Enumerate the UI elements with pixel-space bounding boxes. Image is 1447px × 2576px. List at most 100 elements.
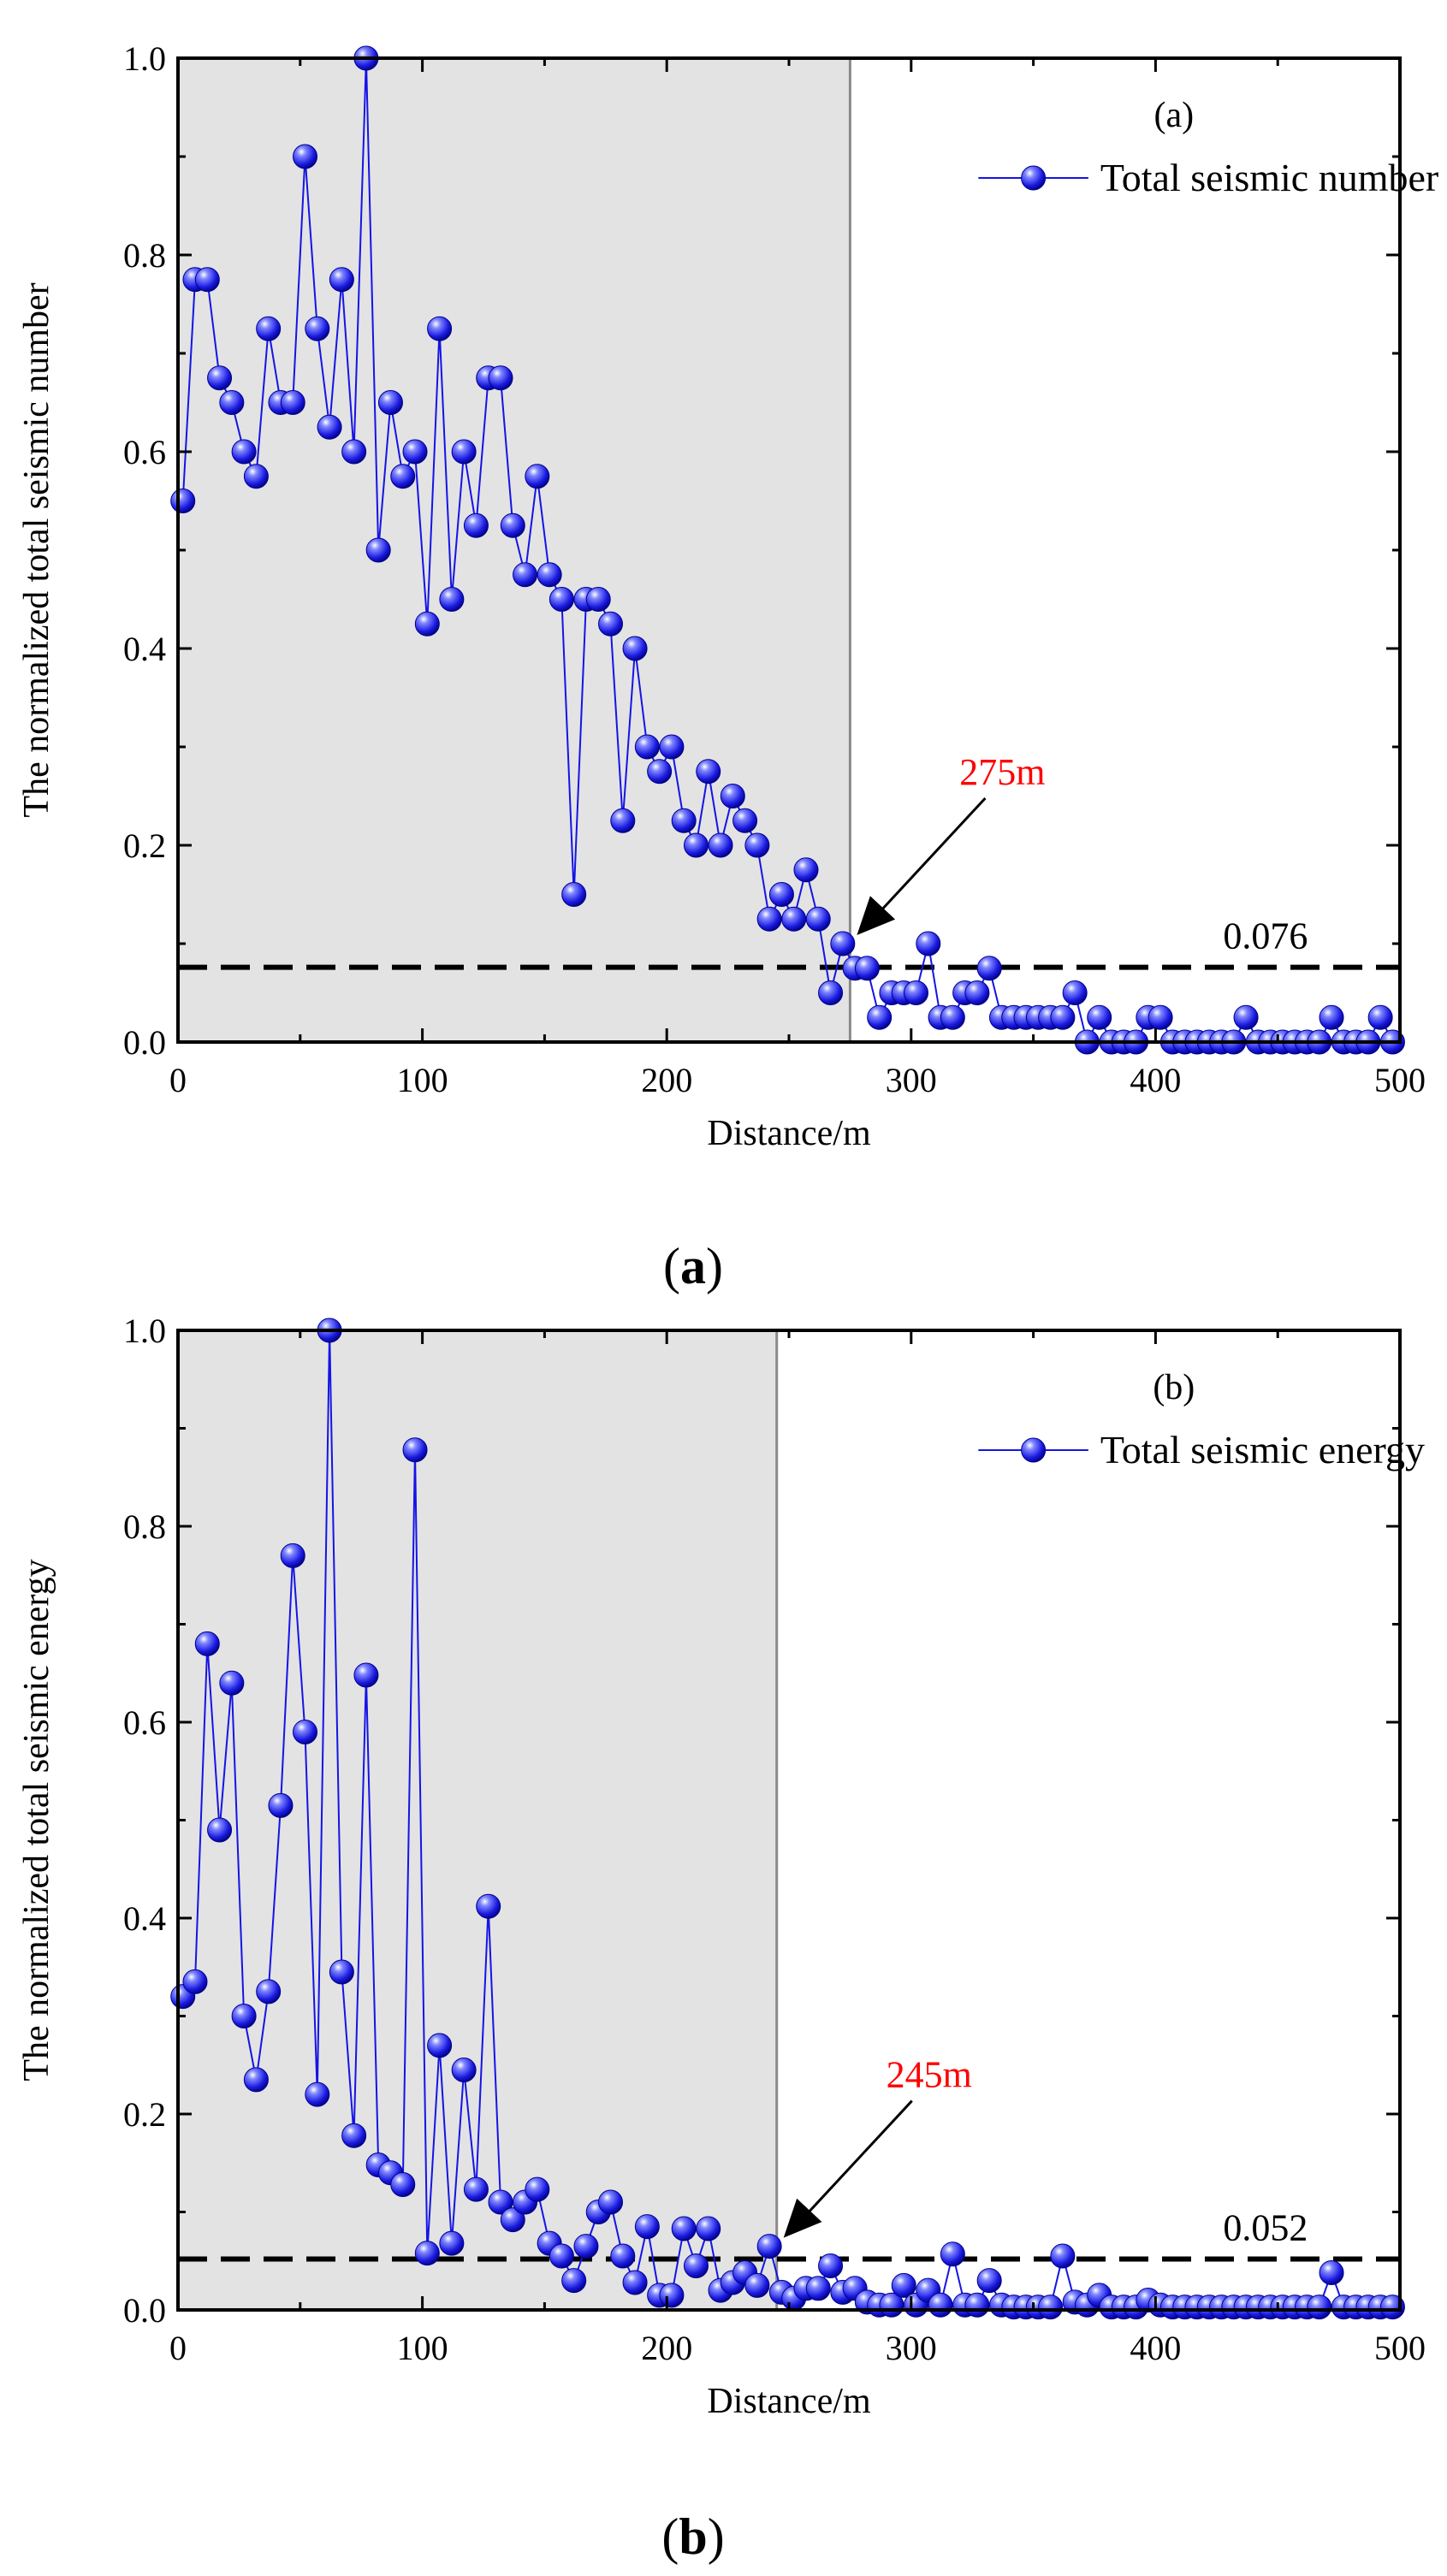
annotation-arrowhead xyxy=(783,2198,822,2238)
y-tick-label: 0.6 xyxy=(123,433,166,471)
data-point xyxy=(390,2171,416,2197)
data-point xyxy=(207,1817,233,1843)
data-point xyxy=(353,1662,379,1688)
x-tick-label: 500 xyxy=(1374,2329,1426,2367)
data-point xyxy=(268,1792,294,1818)
annotation-arrow xyxy=(801,2099,913,2220)
x-tick-label: 300 xyxy=(886,2329,937,2367)
x-tick-label: 0 xyxy=(169,2329,187,2367)
data-point xyxy=(708,832,733,858)
data-point xyxy=(1038,2295,1064,2320)
data-point xyxy=(768,882,794,907)
data-point xyxy=(818,2253,844,2278)
data-point xyxy=(1050,1004,1076,1030)
data-point xyxy=(976,956,1002,981)
x-axis-label: Distance/m xyxy=(707,1114,871,1153)
annotation-label: 275m xyxy=(959,751,1045,793)
data-point xyxy=(1087,1004,1112,1030)
y-tick-label: 0.6 xyxy=(123,1703,166,1742)
data-point xyxy=(329,267,354,293)
data-point xyxy=(476,1893,501,1919)
annotation-label: 245m xyxy=(887,2054,972,2096)
data-point xyxy=(402,1437,428,1463)
caption-a: (a) xyxy=(663,1238,723,1294)
y-tick-label: 0.8 xyxy=(123,1507,166,1546)
x-tick-label: 400 xyxy=(1130,1061,1181,1099)
data-point xyxy=(622,636,648,661)
data-point xyxy=(1307,2295,1332,2320)
data-point xyxy=(696,2216,721,2241)
data-point xyxy=(964,2292,990,2318)
data-point xyxy=(427,2033,453,2058)
data-point xyxy=(1319,1004,1344,1030)
x-tick-label: 500 xyxy=(1374,1061,1426,1099)
x-tick-label: 400 xyxy=(1130,2329,1181,2367)
y-axis-label: The normalized total seismic energy xyxy=(17,1559,56,2081)
data-point xyxy=(634,2214,660,2240)
data-point xyxy=(488,365,513,391)
data-point xyxy=(976,2268,1002,2294)
data-point xyxy=(402,439,428,465)
data-point xyxy=(293,144,318,169)
annotation-arrowhead xyxy=(857,896,896,935)
data-point xyxy=(451,439,477,465)
data-point xyxy=(231,439,257,465)
threshold-label: 0.076 xyxy=(1223,915,1308,957)
data-point xyxy=(622,2270,648,2295)
data-point xyxy=(928,2292,953,2318)
data-point xyxy=(610,808,636,833)
data-point xyxy=(867,1004,893,1030)
data-point xyxy=(293,1719,318,1744)
data-point xyxy=(647,759,673,785)
data-point xyxy=(207,365,233,391)
y-axis-label: The normalized total seismic number xyxy=(17,282,56,817)
y-tick-label: 0.8 xyxy=(123,236,166,275)
data-point xyxy=(219,390,245,415)
y-tick-label: 0.4 xyxy=(123,630,166,668)
data-point xyxy=(439,2230,465,2256)
data-point xyxy=(525,464,550,489)
legend-label: Total seismic number xyxy=(1100,156,1438,199)
data-point xyxy=(561,2268,587,2294)
shaded-region xyxy=(178,58,851,1042)
data-point xyxy=(904,980,929,1005)
data-point xyxy=(549,587,574,612)
y-tick-label: 1.0 xyxy=(123,39,166,78)
data-point xyxy=(525,2176,550,2202)
data-point xyxy=(598,2189,624,2215)
y-tick-label: 0.2 xyxy=(123,2095,166,2134)
data-point xyxy=(1367,1004,1393,1030)
data-point xyxy=(818,980,844,1005)
threshold-label: 0.052 xyxy=(1223,2206,1308,2248)
x-tick-label: 0 xyxy=(169,1061,187,1099)
data-point xyxy=(243,2067,269,2093)
data-point xyxy=(537,562,562,588)
data-point xyxy=(305,2082,330,2107)
y-tick-label: 1.0 xyxy=(123,1312,166,1350)
data-point xyxy=(744,832,770,858)
data-point xyxy=(500,512,525,538)
y-tick-label: 0.0 xyxy=(123,1023,166,1062)
legend-marker xyxy=(1021,1437,1047,1463)
chart-b: 0.052 245m 0 100 200 300 400 500 0.0 0.2 0.4 0.6 0.8… xyxy=(17,1312,1426,2421)
data-point xyxy=(231,2004,257,2028)
data-point xyxy=(414,2241,440,2266)
data-point xyxy=(329,1959,354,1985)
data-point xyxy=(463,512,489,538)
data-point xyxy=(891,2272,916,2298)
x-axis-label: Distance/m xyxy=(707,2382,871,2421)
data-point xyxy=(414,611,440,637)
chart-a: 0.076 275m 0 100 200 300 400 500 0.0 0.2 0.4 0.6 0.8… xyxy=(17,39,1438,1153)
data-point xyxy=(427,316,453,341)
data-point xyxy=(513,562,538,588)
data-point xyxy=(317,414,342,440)
x-tick-label: 100 xyxy=(397,2329,448,2367)
data-point xyxy=(377,390,403,415)
data-point xyxy=(781,906,807,932)
data-point xyxy=(256,316,282,341)
data-point xyxy=(280,1543,305,1568)
data-point xyxy=(585,587,611,612)
data-point xyxy=(573,2234,599,2259)
data-point xyxy=(463,2176,489,2202)
